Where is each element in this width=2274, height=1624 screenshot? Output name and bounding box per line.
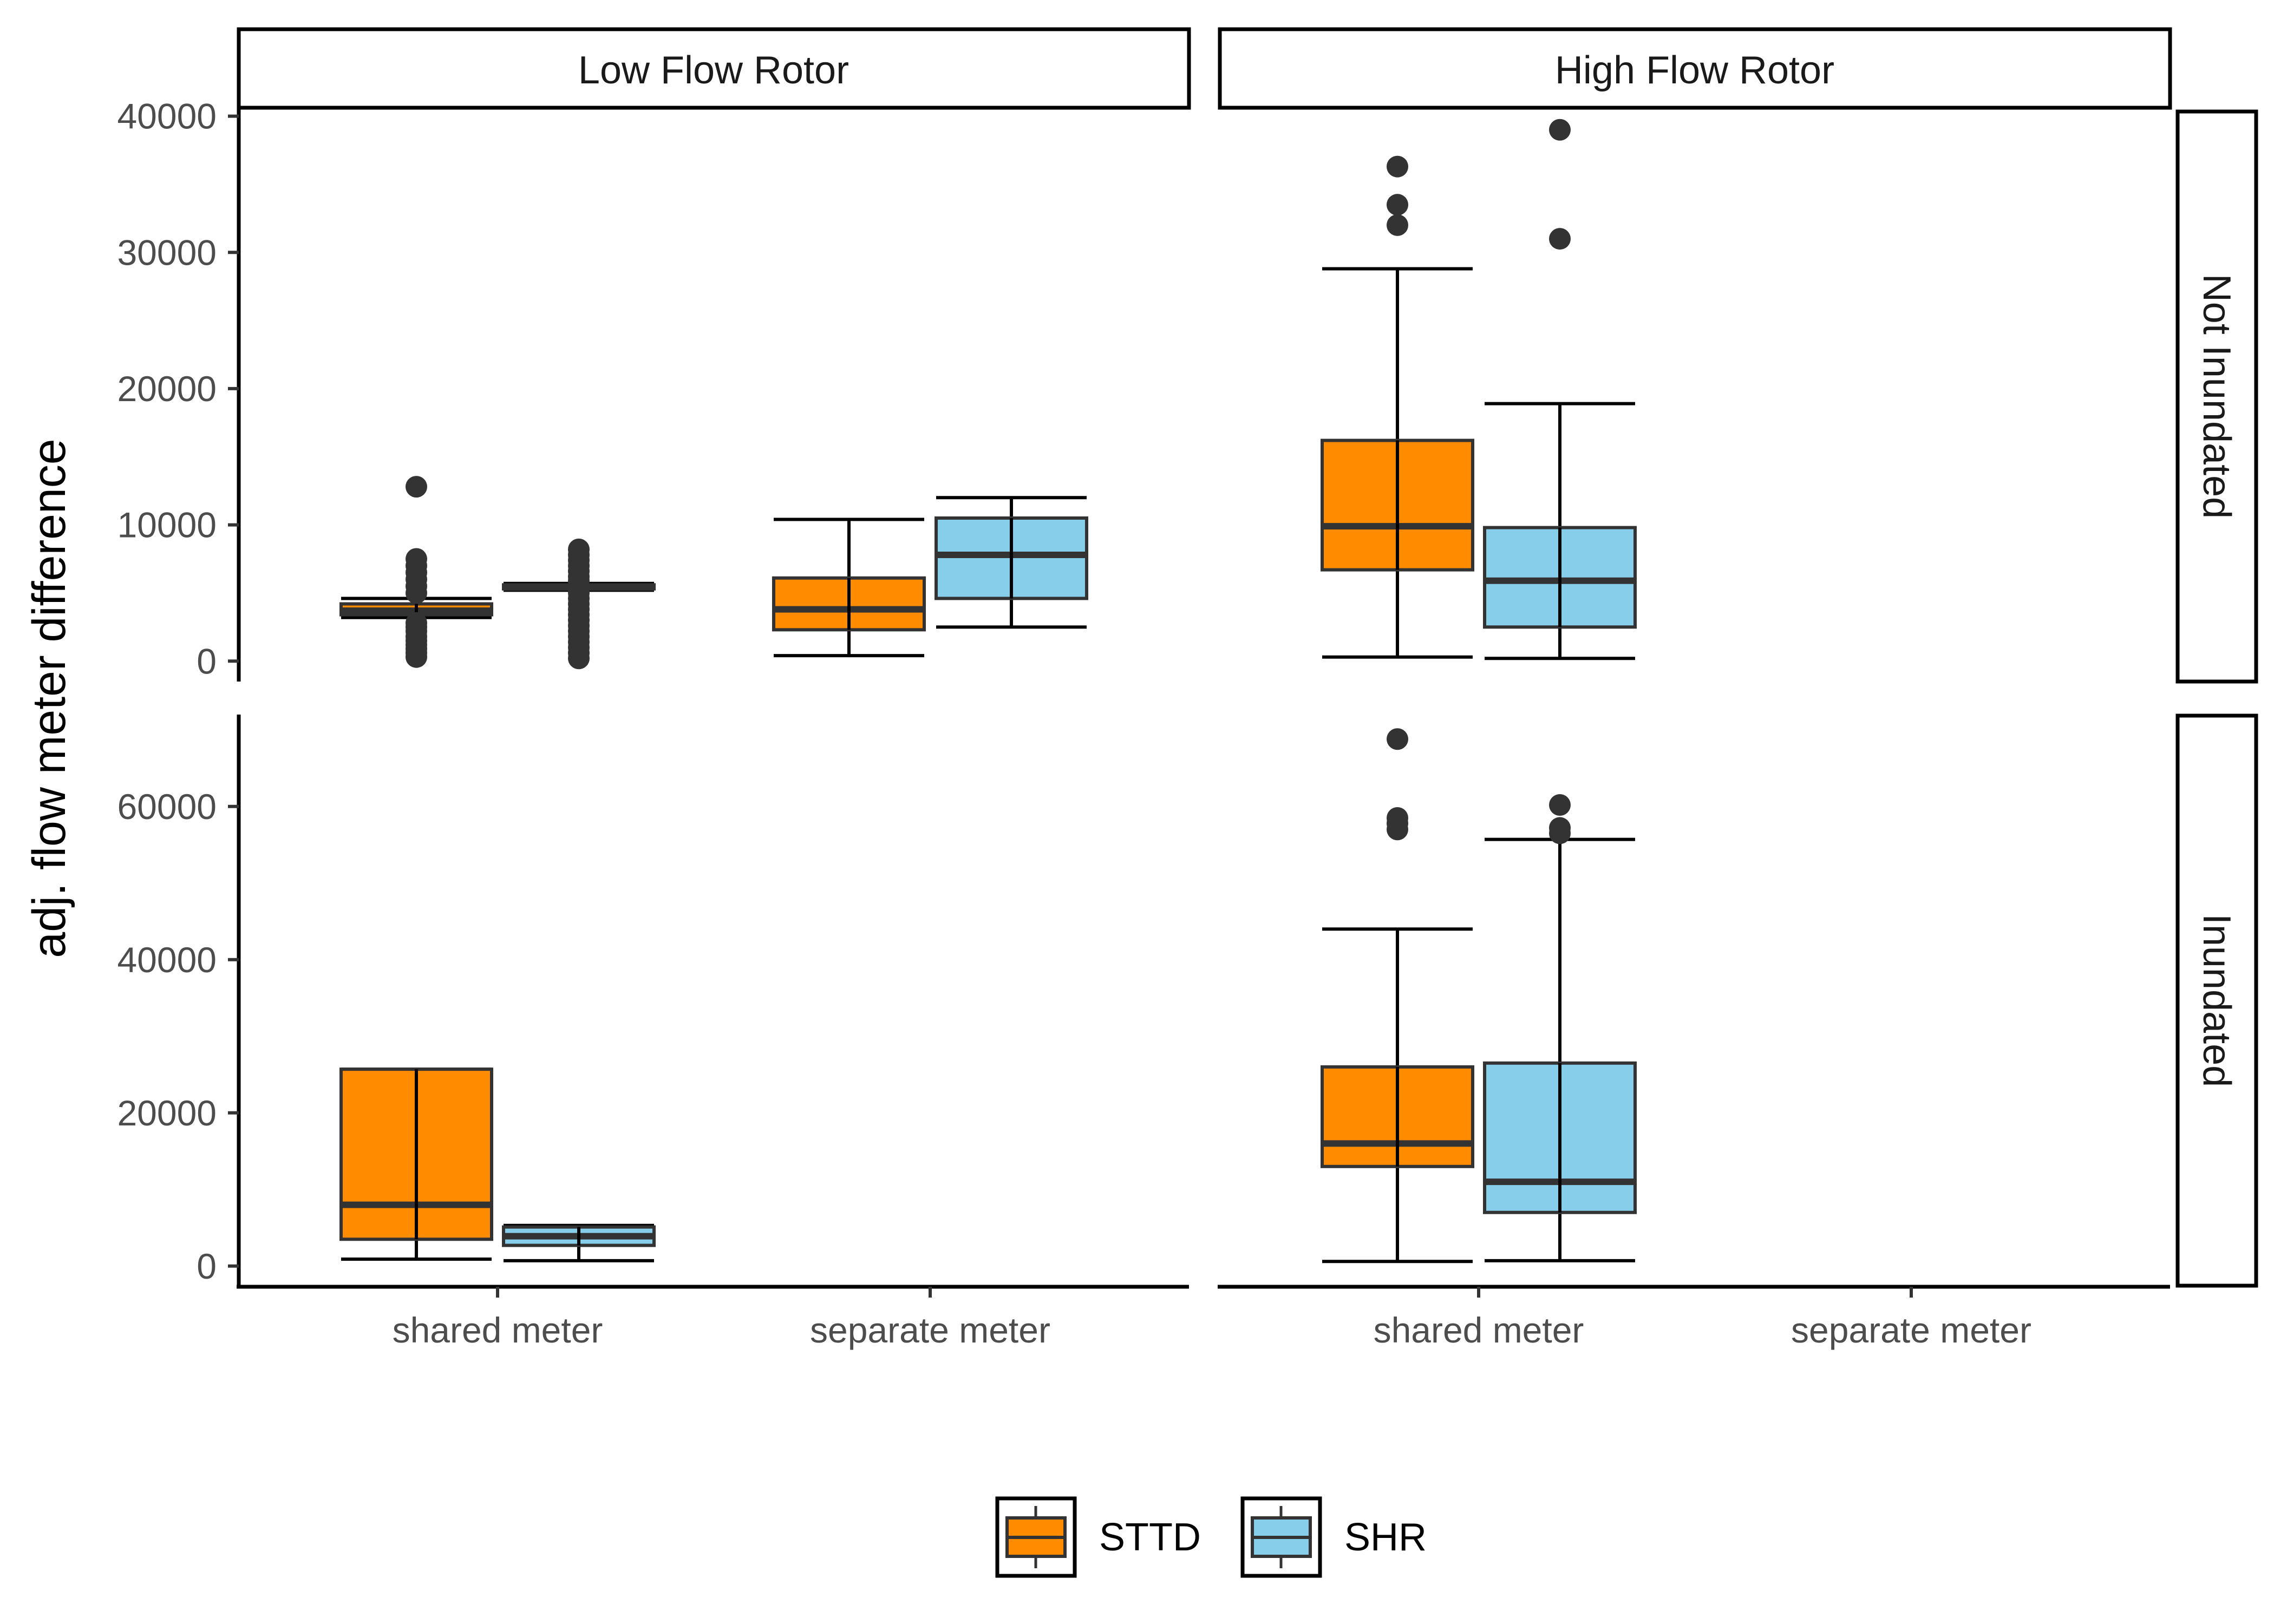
outlier-point bbox=[1387, 818, 1408, 841]
box-sttd bbox=[339, 1068, 493, 1261]
y-tick-label: 20000 bbox=[117, 369, 217, 409]
box-shr bbox=[935, 496, 1088, 629]
x-axis-tick-labels: shared meter separate meter shared meter… bbox=[393, 1310, 2031, 1350]
legend-item-shr: SHR bbox=[1240, 1496, 1427, 1578]
facet-strip-label: Inundated bbox=[2195, 914, 2238, 1087]
outlier-point bbox=[406, 582, 427, 604]
facet-strip-box bbox=[237, 27, 1191, 110]
y-tick-label: 60000 bbox=[117, 787, 217, 827]
outlier-point bbox=[568, 647, 590, 670]
outlier-point bbox=[1387, 214, 1408, 236]
y-tick-label: 0 bbox=[197, 641, 217, 681]
outlier-point bbox=[406, 646, 427, 668]
box-shr bbox=[1483, 119, 1637, 660]
y-axis-title: adj. flow meter difference bbox=[23, 438, 75, 958]
outlier-point bbox=[1387, 194, 1408, 216]
x-tick-label: separate meter bbox=[1791, 1310, 2031, 1350]
box-sttd bbox=[772, 518, 926, 658]
x-tick-label: separate meter bbox=[810, 1310, 1050, 1350]
y-tick-label: 20000 bbox=[117, 1093, 217, 1133]
box-shr bbox=[502, 1223, 656, 1262]
outlier-point bbox=[406, 476, 427, 498]
y-tick-label: 0 bbox=[197, 1246, 217, 1286]
outlier-point bbox=[1549, 228, 1571, 250]
facet-strip-box bbox=[1218, 27, 2172, 110]
legend-label: SHR bbox=[1344, 1516, 1427, 1559]
outlier-point bbox=[1549, 119, 1571, 141]
legend-label: STTD bbox=[1099, 1516, 1201, 1559]
box-sttd bbox=[1321, 155, 1474, 659]
x-axis-ticks bbox=[496, 1287, 1913, 1298]
facet-strip-label: Not Inundated bbox=[2195, 274, 2238, 519]
box-sttd bbox=[1321, 728, 1474, 1263]
facet-strip-high-flow-rotor: High Flow Rotor bbox=[1218, 27, 2172, 110]
x-tick-label: shared meter bbox=[1374, 1310, 1584, 1350]
outlier-point bbox=[1549, 822, 1571, 844]
facet-strip-box bbox=[2175, 713, 2258, 1288]
boxplot-marks bbox=[339, 119, 1637, 1263]
outlier-point bbox=[1387, 155, 1408, 178]
y-tick-label: 30000 bbox=[117, 232, 217, 272]
facet-strip-low-flow-rotor: Low Flow Rotor bbox=[237, 27, 1191, 110]
y-tick-label: 40000 bbox=[117, 940, 217, 980]
y-tick-label: 10000 bbox=[117, 505, 217, 545]
y-tick-label: 40000 bbox=[117, 96, 217, 136]
legend: STTD SHR bbox=[995, 1496, 1427, 1578]
box-sttd bbox=[339, 476, 493, 668]
box-shr bbox=[1483, 794, 1637, 1262]
facet-strip-not-inundated: Not Inundated bbox=[2175, 109, 2258, 684]
legend-item-sttd: STTD bbox=[995, 1496, 1201, 1578]
outlier-point bbox=[1549, 794, 1571, 816]
facet-strip-inundated: Inundated bbox=[2175, 713, 2258, 1288]
y-axis-ticks: 0 10000 20000 30000 40000 0 20000 40000 60000 bbox=[117, 96, 239, 1286]
facet-strip-label: Low Flow Rotor bbox=[578, 49, 849, 92]
facet-strip-label: High Flow Rotor bbox=[1555, 49, 1834, 92]
box-shr bbox=[502, 538, 656, 670]
facet-strip-box bbox=[2175, 109, 2258, 684]
axis-lines bbox=[237, 109, 2170, 1289]
x-tick-label: shared meter bbox=[393, 1310, 603, 1350]
outlier-point bbox=[1387, 728, 1408, 750]
